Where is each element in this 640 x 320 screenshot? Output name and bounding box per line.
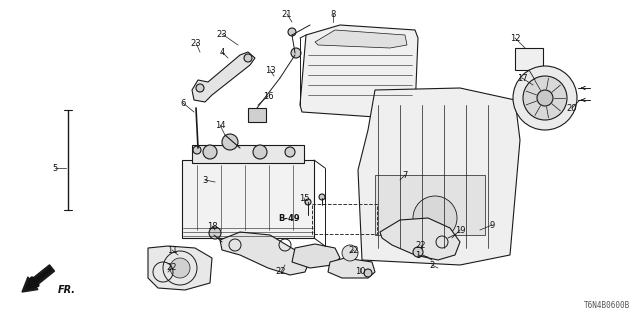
Circle shape <box>413 196 457 240</box>
Circle shape <box>319 194 325 200</box>
Text: B-49: B-49 <box>278 213 300 222</box>
Text: 6: 6 <box>180 99 186 108</box>
Circle shape <box>170 258 190 278</box>
Text: 8: 8 <box>330 10 336 19</box>
Polygon shape <box>192 52 255 102</box>
Polygon shape <box>328 258 375 278</box>
Bar <box>375 175 485 235</box>
Circle shape <box>193 146 201 154</box>
Circle shape <box>413 247 423 257</box>
Text: 22: 22 <box>416 241 426 250</box>
Text: 3: 3 <box>202 175 208 185</box>
Circle shape <box>244 54 252 62</box>
Text: 5: 5 <box>52 164 58 172</box>
Circle shape <box>537 90 553 106</box>
Bar <box>248 108 266 122</box>
Text: 13: 13 <box>265 66 275 75</box>
Bar <box>312 204 377 234</box>
Text: 18: 18 <box>207 221 218 230</box>
Text: 23: 23 <box>217 29 227 38</box>
Circle shape <box>364 269 372 277</box>
Text: 15: 15 <box>299 194 309 203</box>
Text: 10: 10 <box>355 268 365 276</box>
Text: 1: 1 <box>415 251 420 260</box>
Text: FR.: FR. <box>58 285 76 295</box>
Circle shape <box>203 145 217 159</box>
Bar <box>182 160 314 238</box>
Text: 16: 16 <box>262 92 273 100</box>
Circle shape <box>253 145 267 159</box>
Text: 2: 2 <box>429 260 435 269</box>
Polygon shape <box>358 88 520 265</box>
Circle shape <box>513 66 577 130</box>
Text: 11: 11 <box>167 245 177 254</box>
Polygon shape <box>300 25 418 118</box>
Text: 4: 4 <box>220 47 225 57</box>
Polygon shape <box>380 218 460 260</box>
Circle shape <box>523 76 567 120</box>
Text: 21: 21 <box>282 10 292 19</box>
Polygon shape <box>220 232 310 275</box>
Text: T6N4B0600B: T6N4B0600B <box>584 301 630 310</box>
Circle shape <box>291 48 301 58</box>
Circle shape <box>288 28 296 36</box>
Text: 23: 23 <box>191 38 202 47</box>
Circle shape <box>222 134 238 150</box>
Text: 20: 20 <box>567 103 577 113</box>
Text: 22: 22 <box>276 268 286 276</box>
Text: 19: 19 <box>455 226 465 235</box>
Bar <box>515 48 543 70</box>
Circle shape <box>305 199 311 205</box>
Text: 7: 7 <box>403 171 408 180</box>
FancyArrow shape <box>22 265 54 292</box>
Polygon shape <box>148 246 212 290</box>
Text: 17: 17 <box>516 74 527 83</box>
Text: 14: 14 <box>215 121 225 130</box>
Text: 22: 22 <box>349 245 359 254</box>
Circle shape <box>196 84 204 92</box>
Circle shape <box>209 227 221 239</box>
Polygon shape <box>292 244 340 268</box>
Circle shape <box>342 245 358 261</box>
Bar <box>192 145 304 163</box>
Text: 9: 9 <box>490 220 495 229</box>
Circle shape <box>285 147 295 157</box>
Text: 12: 12 <box>509 34 520 43</box>
Text: 22: 22 <box>167 263 177 273</box>
Polygon shape <box>315 30 407 48</box>
